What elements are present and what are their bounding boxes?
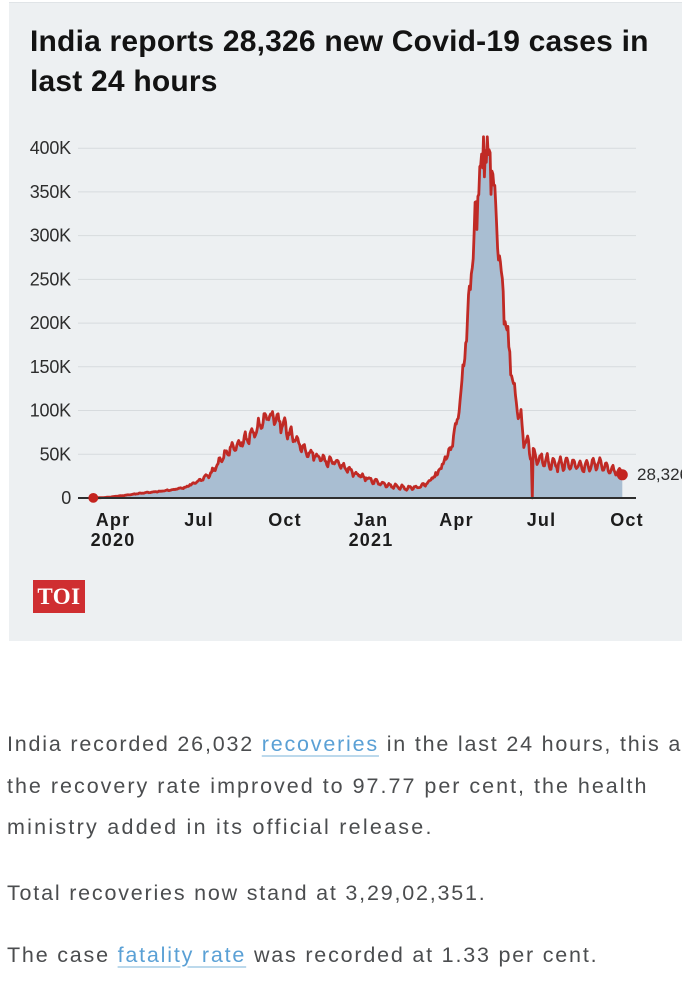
- svg-text:100K: 100K: [30, 401, 71, 421]
- svg-text:0: 0: [61, 488, 71, 508]
- svg-text:250K: 250K: [30, 269, 71, 289]
- svg-text:Apr: Apr: [96, 510, 131, 530]
- svg-text:Jan: Jan: [354, 510, 389, 530]
- svg-text:2021: 2021: [349, 530, 394, 550]
- svg-text:50K: 50K: [40, 444, 72, 464]
- svg-text:Jul: Jul: [184, 510, 214, 530]
- svg-text:Oct: Oct: [268, 510, 302, 530]
- svg-text:Jul: Jul: [527, 510, 557, 530]
- svg-text:150K: 150K: [30, 357, 71, 377]
- svg-text:Oct: Oct: [610, 510, 644, 530]
- svg-text:28,326: 28,326: [637, 465, 682, 484]
- svg-text:200K: 200K: [30, 313, 71, 333]
- svg-text:350K: 350K: [30, 182, 71, 202]
- svg-text:Apr: Apr: [439, 510, 474, 530]
- svg-text:300K: 300K: [30, 226, 71, 246]
- svg-text:400K: 400K: [30, 138, 71, 158]
- svg-text:2020: 2020: [91, 530, 136, 550]
